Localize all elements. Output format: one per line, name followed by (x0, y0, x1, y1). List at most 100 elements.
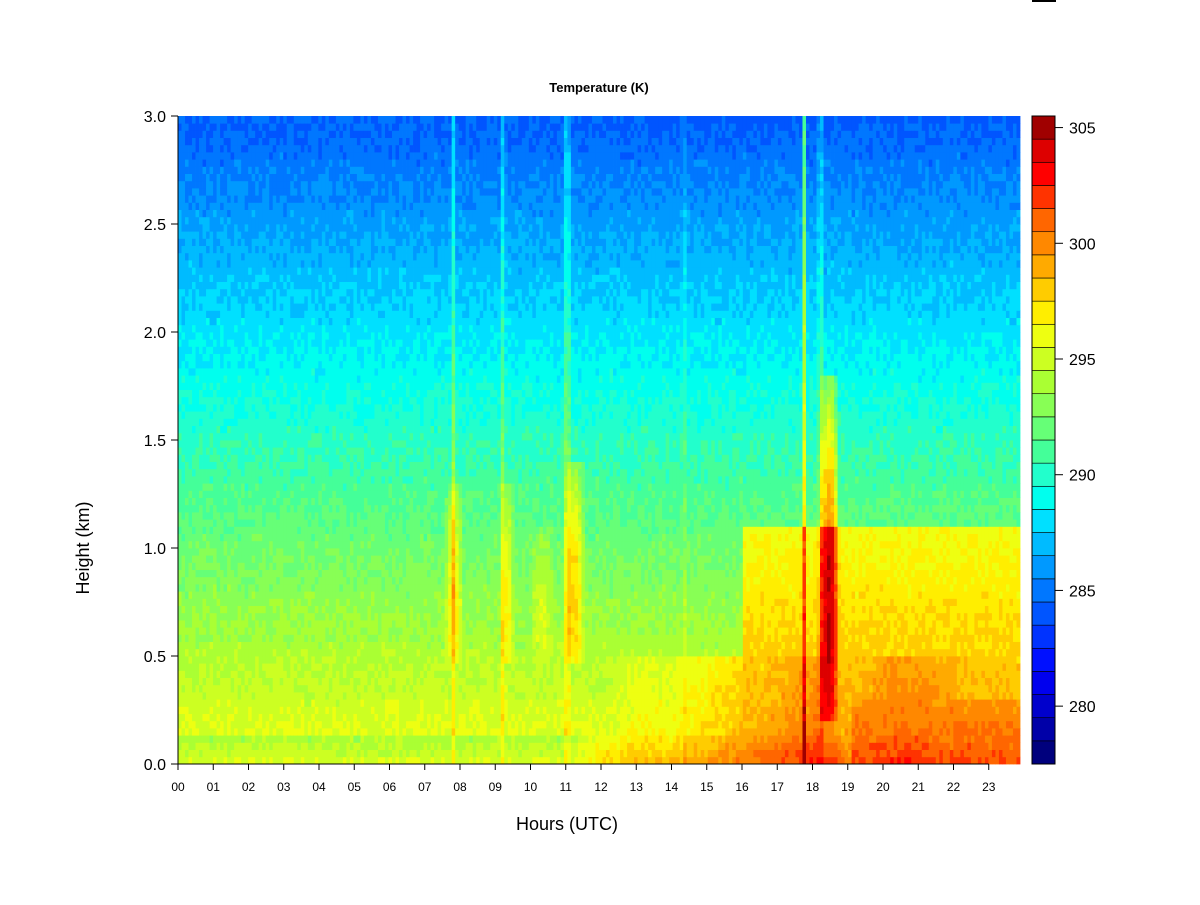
heatmap-cell (364, 375, 368, 383)
heatmap-cell (178, 382, 182, 390)
heatmap-cell (332, 267, 336, 275)
heatmap-cell (217, 526, 221, 534)
heatmap-cell (199, 555, 203, 563)
heatmap-cell (252, 318, 256, 326)
heatmap-cell (353, 361, 357, 369)
heatmap-cell (196, 634, 200, 642)
heatmap-cell (238, 598, 242, 606)
heatmap-cell (325, 548, 329, 556)
heatmap-cell (266, 562, 270, 570)
heatmap-cell (241, 670, 245, 678)
heatmap-cell (234, 224, 238, 232)
heatmap-cell (301, 368, 305, 376)
heatmap-cell (259, 519, 263, 527)
heatmap-cell (325, 166, 329, 174)
heatmap-cell (178, 498, 182, 506)
heatmap-cell (283, 685, 287, 693)
heatmap-cell (304, 246, 308, 254)
heatmap-cell (182, 613, 186, 621)
heatmap-cell (301, 390, 305, 398)
heatmap-cell (360, 159, 364, 167)
heatmap-cell (196, 742, 200, 750)
heatmap-cell (280, 318, 284, 326)
heatmap-cell (276, 404, 280, 412)
heatmap-cell (238, 577, 242, 585)
heatmap-cell (353, 130, 357, 138)
heatmap-cell (357, 570, 361, 578)
heatmap-cell (294, 267, 298, 275)
heatmap-cell (339, 555, 343, 563)
heatmap-cell (192, 181, 196, 189)
heatmap-cell (325, 210, 329, 218)
heatmap-cell (297, 202, 301, 210)
heatmap-cell (332, 181, 336, 189)
heatmap-cell (248, 663, 252, 671)
heatmap-cell (182, 289, 186, 297)
heatmap-cell (224, 116, 228, 124)
heatmap-cell (290, 267, 294, 275)
heatmap-cell (192, 152, 196, 160)
heatmap-cell (308, 339, 312, 347)
heatmap-cell (276, 735, 280, 743)
heatmap-cell (329, 260, 333, 268)
heatmap-cell (210, 721, 214, 729)
heatmap-cell (318, 447, 322, 455)
heatmap-cell (360, 519, 364, 527)
heatmap-cell (241, 426, 245, 434)
heatmap-cell (367, 742, 371, 750)
heatmap-cell (325, 490, 329, 498)
heatmap-cell (189, 433, 193, 441)
heatmap-cell (329, 368, 333, 376)
heatmap-cell (224, 663, 228, 671)
heatmap-cell (220, 750, 224, 758)
heatmap-cell (325, 620, 329, 628)
heatmap-cell (325, 397, 329, 405)
heatmap-cell (206, 742, 210, 750)
heatmap-cell (273, 699, 277, 707)
heatmap-cell (224, 188, 228, 196)
heatmap-cell (332, 541, 336, 549)
heatmap-cell (304, 138, 308, 146)
heatmap-cell (182, 346, 186, 354)
heatmap-cell (238, 411, 242, 419)
heatmap-cell (217, 663, 221, 671)
heatmap-cell (287, 426, 291, 434)
heatmap-cell (332, 562, 336, 570)
heatmap-cell (199, 714, 203, 722)
heatmap-cell (220, 332, 224, 340)
heatmap-cell (248, 577, 252, 585)
heatmap-cell (297, 296, 301, 304)
heatmap-cell (234, 202, 238, 210)
heatmap-cell (252, 548, 256, 556)
heatmap-cell (185, 699, 189, 707)
heatmap-cell (213, 555, 217, 563)
heatmap-cell (322, 152, 326, 160)
heatmap-cell (248, 606, 252, 614)
heatmap-cell (294, 750, 298, 758)
heatmap-cell (178, 555, 182, 563)
heatmap-cell (238, 116, 242, 124)
heatmap-cell (329, 721, 333, 729)
heatmap-cell (224, 289, 228, 297)
heatmap-cell (199, 462, 203, 470)
heatmap-cell (203, 447, 207, 455)
heatmap-cell (227, 548, 231, 556)
heatmap-cell (206, 591, 210, 599)
heatmap-cell (311, 447, 315, 455)
heatmap-cell (248, 188, 252, 196)
heatmap-cell (224, 498, 228, 506)
heatmap-cell (224, 361, 228, 369)
heatmap-cell (325, 634, 329, 642)
heatmap-cell (364, 670, 368, 678)
heatmap-cell (329, 469, 333, 477)
heatmap-cell (203, 526, 207, 534)
heatmap-cell (273, 519, 277, 527)
heatmap-cell (234, 339, 238, 347)
heatmap-cell (325, 289, 329, 297)
heatmap-cell (210, 706, 214, 714)
heatmap-cell (339, 418, 343, 426)
heatmap-cell (353, 692, 357, 700)
heatmap-cell (206, 627, 210, 635)
heatmap-cell (297, 692, 301, 700)
heatmap-cell (192, 354, 196, 362)
